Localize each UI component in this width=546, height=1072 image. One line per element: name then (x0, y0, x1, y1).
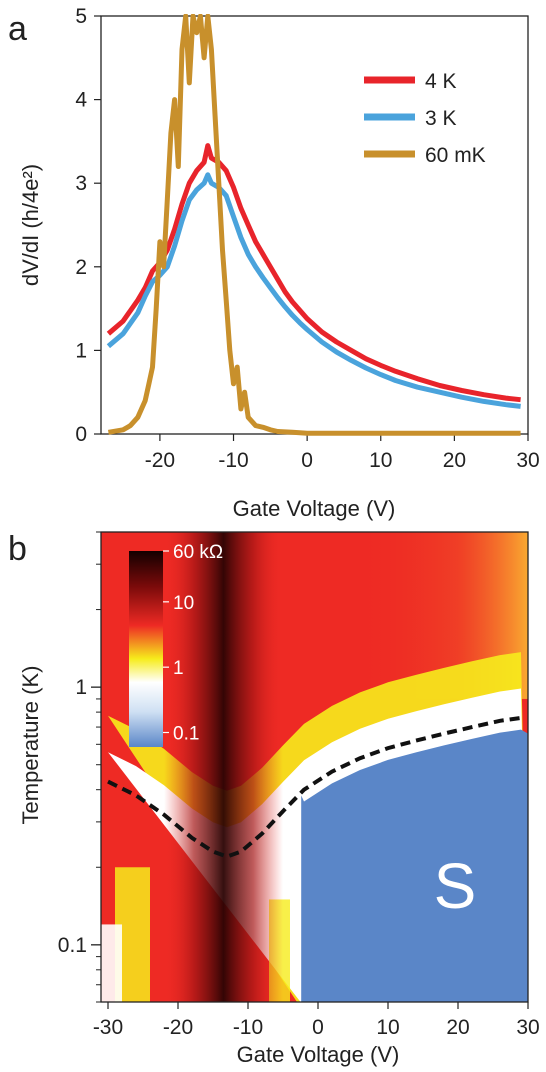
colorbar-gradient (129, 551, 163, 747)
y-tick-label: 1 (75, 339, 87, 362)
series-line-60-mk (107, 14, 521, 436)
panel-b-plot-frame (100, 531, 529, 1003)
legend-label: 4 K (425, 70, 457, 93)
x-tick-label: 20 (446, 1016, 469, 1039)
superconducting-region-label: S (434, 850, 477, 922)
legend-label: 3 K (425, 107, 457, 130)
y-tick-label: 2 (75, 256, 87, 279)
x-tick-label: 0 (301, 449, 313, 472)
panel-a-label: a (8, 10, 27, 48)
y-tick-label: 3 (75, 172, 87, 195)
panel-b: b -30 -20 -10 0 10 20 30 0.1 1 S 60 kΩ 10 1 0.1 Gat… (8, 530, 540, 1067)
panel-a-ylabel: dV/dI (h/4e²) (18, 164, 43, 286)
colorbar-tick-label: 1 (173, 658, 184, 679)
panel-b-ticks: -30 -20 -10 0 10 20 30 0.1 1 (58, 531, 540, 1039)
heatmap-left-white (101, 924, 122, 1002)
series-line-4-k (106, 143, 521, 403)
series-line-3-k (106, 172, 521, 409)
y-tick-label: 4 (75, 89, 87, 112)
colorbar-tick-label: 10 (173, 593, 194, 614)
x-tick-label: 0 (312, 1016, 324, 1039)
x-tick-label: 30 (516, 449, 539, 472)
panel-b-xlabel: Gate Voltage (V) (237, 1042, 400, 1067)
legend-label: 60 mK (425, 144, 486, 167)
y-tick-label: 1 (75, 676, 87, 699)
x-tick-label: 10 (376, 1016, 399, 1039)
x-tick-label: -20 (163, 1016, 193, 1039)
y-tick-label: 0 (75, 423, 87, 446)
panel-b-ylabel: Temperature (K) (18, 666, 43, 825)
x-tick-label: 10 (369, 449, 392, 472)
heatmap-dirac-band (164, 532, 283, 1002)
x-tick-label: -10 (233, 1016, 263, 1039)
x-tick-label: 20 (443, 449, 466, 472)
panel-a-series (106, 14, 521, 436)
panel-a-xlabel: Gate Voltage (V) (233, 496, 396, 521)
panel-a: a -20 -10 0 10 20 30 0 1 2 3 4 5 4 K 3 K 60 mK Gate V… (8, 5, 540, 521)
y-tick-label: 0.1 (58, 934, 87, 957)
colorbar-tick-label: 0.1 (173, 724, 199, 745)
y-tick-label: 5 (75, 5, 87, 28)
heatmap (101, 532, 528, 1002)
panel-b-label: b (8, 530, 27, 568)
x-tick-label: -20 (145, 449, 175, 472)
colorbar: 60 kΩ 10 1 0.1 (129, 542, 223, 747)
heatmap-superconducting-region (301, 729, 528, 1002)
panel-a-legend: 4 K 3 K 60 mK (364, 70, 486, 167)
panel-a-ticks: -20 -10 0 10 20 30 0 1 2 3 4 5 (75, 5, 539, 472)
x-tick-label: 30 (516, 1016, 539, 1039)
colorbar-tick-label: 60 kΩ (173, 542, 223, 563)
x-tick-label: -30 (93, 1016, 123, 1039)
phase-boundary-line (107, 715, 522, 859)
x-tick-label: -10 (218, 449, 248, 472)
